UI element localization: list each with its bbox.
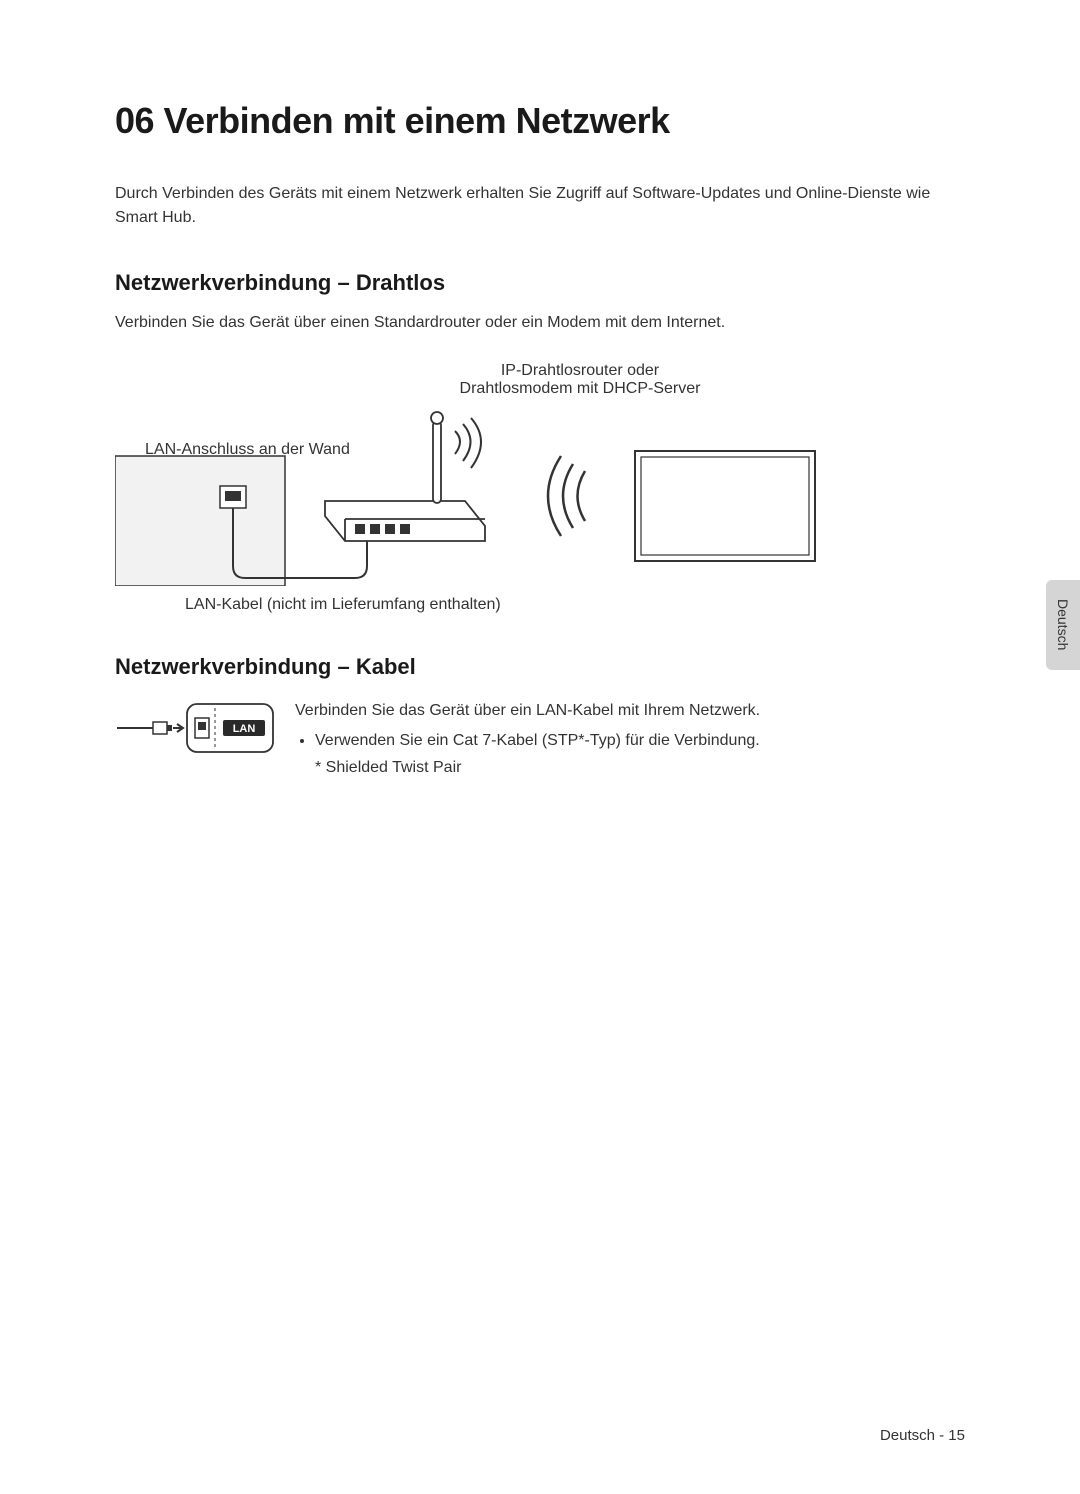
intro-paragraph: Durch Verbinden des Geräts mit einem Net… <box>115 182 965 230</box>
cable-bullet: Verwenden Sie ein Cat 7-Kabel (STP*-Typ)… <box>315 728 965 754</box>
caption-line1: IP-Drahtlosrouter oder <box>501 362 659 379</box>
language-tab: Deutsch <box>1046 580 1080 670</box>
language-tab-label: Deutsch <box>1055 599 1071 650</box>
wireless-diagram-svg <box>115 406 835 586</box>
caption-line2: Drahtlosmodem mit DHCP-Server <box>460 380 701 397</box>
section-wireless-text: Verbinden Sie das Gerät über einen Stand… <box>115 314 965 332</box>
document-page: 06 Verbinden mit einem Netzwerk Durch Ve… <box>0 0 1080 1494</box>
diagram-caption-top: IP-Drahtlosrouter oder Drahtlosmodem mit… <box>195 362 965 398</box>
cable-text-block: Verbinden Sie das Gerät über ein LAN-Kab… <box>295 698 965 781</box>
cable-intro-text: Verbinden Sie das Gerät über ein LAN-Kab… <box>295 698 965 724</box>
lan-chip-label: LAN <box>233 723 256 735</box>
section-cable-title: Netzwerkverbindung – Kabel <box>115 654 965 680</box>
page-footer: Deutsch - 15 <box>880 1427 965 1444</box>
lan-port-diagram: LAN <box>115 698 275 758</box>
diagram-caption-bottom: LAN-Kabel (nicht im Lieferumfang enthalt… <box>185 596 965 614</box>
wireless-diagram: IP-Drahtlosrouter oder Drahtlosmodem mit… <box>115 362 965 614</box>
section-wireless-title: Netzwerkverbindung – Drahtlos <box>115 270 965 296</box>
page-title: 06 Verbinden mit einem Netzwerk <box>115 100 965 142</box>
cable-footnote: * Shielded Twist Pair <box>295 755 965 781</box>
cable-section-row: LAN Verbinden Sie das Gerät über ein LAN… <box>115 698 965 781</box>
